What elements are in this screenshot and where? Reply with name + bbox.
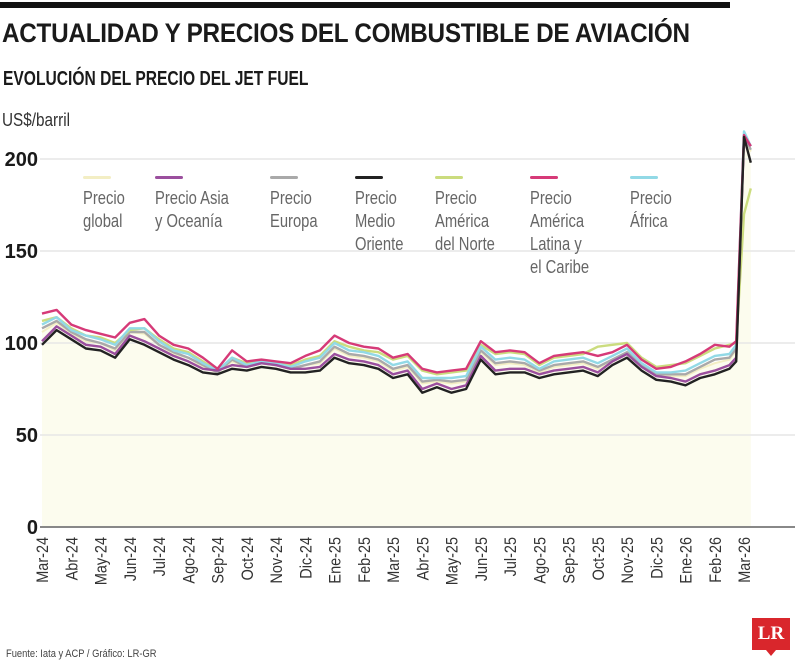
legend-swatch [435,176,463,179]
y-axis-label: US$/barril [2,110,71,130]
x-tick-label: Jun-24 [122,537,140,581]
series-line [41,188,752,376]
x-tick-label: Nov-24 [268,537,286,584]
x-tick-label: Mar-24 [34,537,52,583]
x-tick-label: Jul-25 [502,537,520,577]
x-tick-label: Ene-26 [677,537,695,584]
legend-swatch [155,176,183,179]
x-tick-label: Ago-24 [180,537,198,584]
legend-item: Precio Europa [270,176,370,233]
y-tick-label: 0 [27,517,38,539]
legend-item: Precio Medio Oriente [355,176,455,256]
legend-label: Precio global [83,188,125,231]
header-rule [0,2,730,8]
x-tick-label: Feb-25 [356,537,374,583]
legend-label: Precio África [630,188,672,231]
series-line [41,130,752,380]
legend-label: Precio Europa [270,188,318,231]
x-tick-label: Oct-24 [239,537,257,581]
legend-swatch [270,176,298,179]
series-line [41,135,752,391]
x-tick-label: Sep-25 [560,537,578,584]
x-tick-label: Nov-25 [619,537,637,584]
x-tick-label: Oct-25 [590,537,608,581]
x-tick-label: May-24 [92,537,110,585]
x-tick-label: Abr-24 [63,537,81,581]
lr-logo: LR [752,618,790,656]
legend-swatch [530,176,558,179]
legend-label: Precio Medio Oriente [355,188,404,254]
x-tick-label: Abr-25 [414,537,432,581]
legend-item: Precio Asia y Oceanía [155,176,255,233]
legend-swatch [83,176,111,179]
legend-label: Precio América Latina y el Caribe [530,188,590,277]
source-note: Fuente: Iata y ACP / Gráfico: LR-GR [6,648,157,660]
x-tick-label: Jun-25 [473,537,491,581]
legend-swatch [355,176,383,179]
y-tick-label: 150 [5,241,38,263]
series-line [41,133,752,374]
legend-item: Precio América Latina y el Caribe [530,176,630,279]
x-tick-label: Sep-24 [209,537,227,584]
chart-subtitle: EVOLUCIÓN DEL PRECIO DEL JET FUEL [3,68,309,90]
x-tick-label: May-25 [443,537,461,585]
x-tick-label: Mar-25 [385,537,403,583]
series-line [41,133,752,383]
y-tick-label: 50 [16,425,38,447]
y-tick-label: 100 [5,333,38,355]
x-tick-label: Feb-26 [707,537,725,583]
legend-item: Precio global [83,176,183,233]
series-line [41,135,752,394]
x-tick-label: Ene-25 [326,537,344,584]
legend-item: Precio África [630,176,730,233]
x-tick-label: Jul-24 [151,537,169,577]
legend-swatch [630,176,658,179]
x-tick-label: Ago-25 [531,537,549,584]
legend-label: Precio América del Norte [435,188,495,254]
x-tick-label: Mar-26 [736,537,754,583]
legend-item: Precio América del Norte [435,176,535,256]
legend-label: Precio Asia y Oceanía [155,188,229,231]
x-tick-label: Dic-24 [297,537,315,579]
page-title: ACTUALIDAD Y PRECIOS DEL COMBUSTIBLE DE … [2,18,690,48]
x-tick-label: Dic-25 [648,537,666,579]
plot-area-fill [42,136,751,527]
y-tick-label: 200 [5,149,38,171]
